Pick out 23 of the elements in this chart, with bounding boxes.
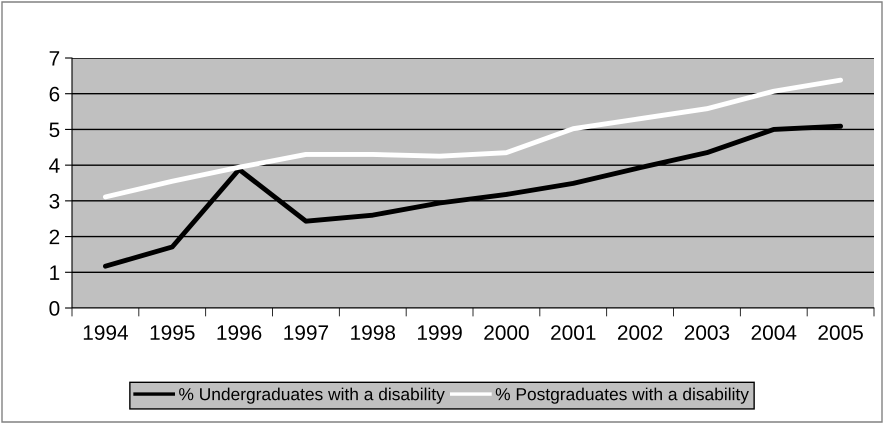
y-tick-label: 7 [50,51,60,66]
line-series [102,78,844,200]
legend-label: % Postgraduates with a disability [496,388,749,404]
x-tick-label: 1994 [84,325,128,340]
y-tick-label: 1 [50,266,60,280]
y-tick-label: 2 [50,230,60,244]
x-tick-label: 2001 [551,325,596,340]
x-tick-label: 2004 [752,325,796,340]
x-tick-label: 1996 [218,325,262,340]
x-tick-label: 1998 [351,325,396,340]
legend-label: % Undergraduates with a disability [179,388,445,404]
y-tick-label: 6 [50,86,60,102]
y-tick-label: 4 [49,158,60,173]
y-tick-label: 3 [49,194,60,209]
x-tick-label: 1997 [284,325,328,340]
x-tick-label: 2003 [684,325,730,340]
y-tick-label: 0 [49,301,60,316]
x-tick-label: 2000 [484,325,529,340]
x-tick-label: 2002 [618,325,662,340]
y-tick-label: 5 [49,122,60,138]
x-tick-label: 1995 [150,325,195,340]
x-tick-label: 2005 [818,325,863,340]
x-tick-label: 1999 [418,325,462,340]
